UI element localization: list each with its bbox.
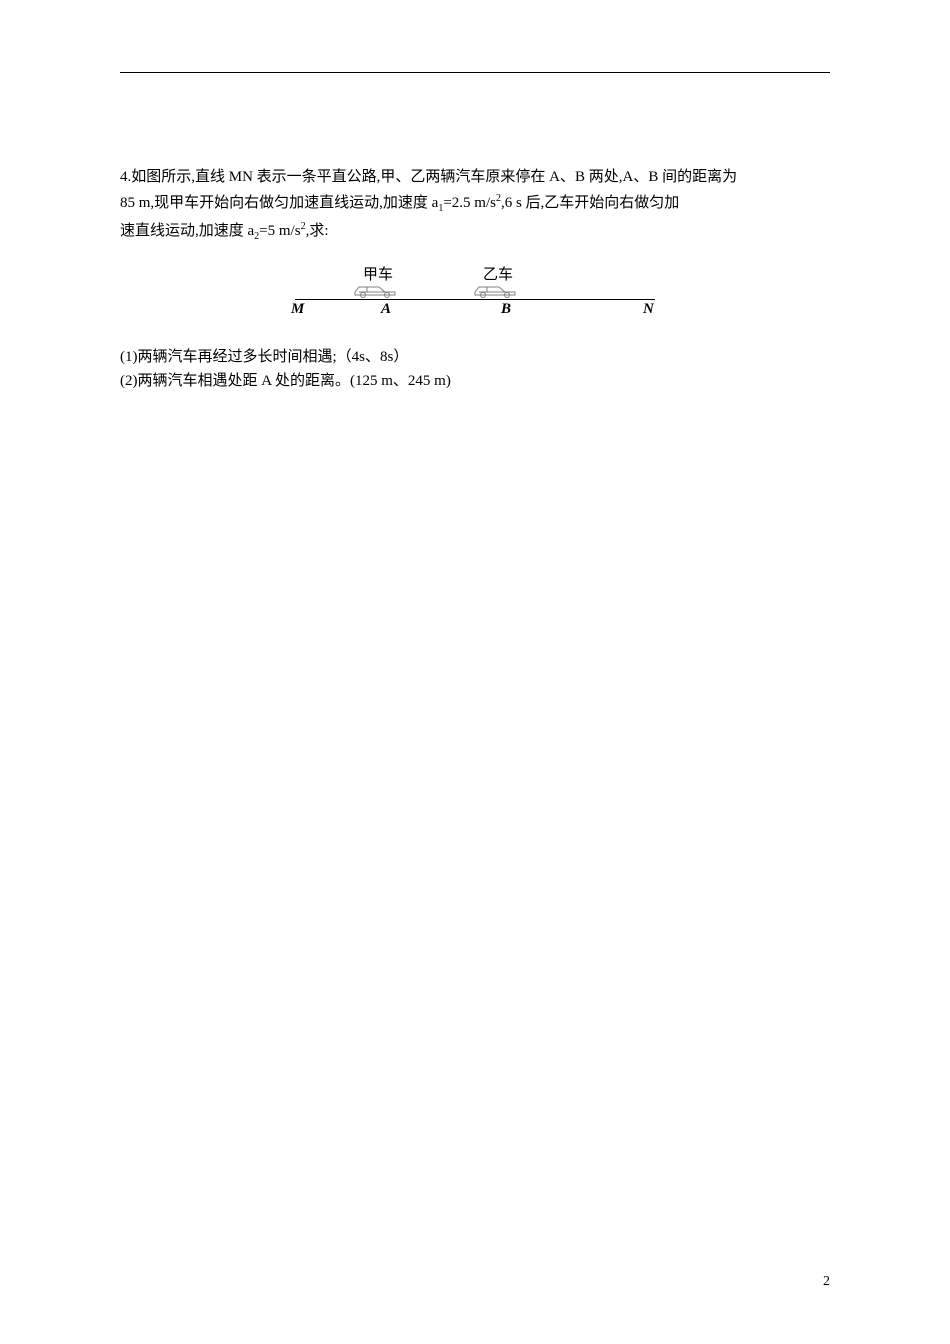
diagram-container: 甲车 乙车 [120,263,830,319]
road-diagram: 甲车 乙车 [295,263,655,319]
question-2: (2)两辆汽车相遇处距 A 处的距离。(125 m、245 m) [120,369,830,393]
question-1: (1)两辆汽车再经过多长时间相遇;（4s、8s） [120,345,830,369]
problem-line2-part1: 85 m,现甲车开始向右做匀加速直线运动,加速度 a [120,195,438,211]
problem-line1: 4.如图所示,直线 MN 表示一条平直公路,甲、乙两辆汽车原来停在 A、B 两处… [120,165,830,189]
problem-line3-part2: =5 m/s [259,223,300,239]
car2-label: 乙车 [483,263,513,284]
problem-line3: 速直线运动,加速度 a2=5 m/s2,求: [120,219,830,245]
problem-statement: 4.如图所示,直线 MN 表示一条平直公路,甲、乙两辆汽车原来停在 A、B 两处… [120,165,830,245]
point-n-label: N [643,301,654,318]
problem-line3-part1: 速直线运动,加速度 a [120,223,254,239]
problem-line3-part3: ,求: [306,223,329,239]
point-a-label: A [381,301,391,318]
questions-block: (1)两辆汽车再经过多长时间相遇;（4s、8s） (2)两辆汽车相遇处距 A 处… [120,345,830,393]
page-number: 2 [823,1274,830,1290]
point-b-label: B [501,301,511,318]
car2-icon [473,284,517,298]
car1-label: 甲车 [363,263,393,284]
road-line [295,299,655,300]
top-horizontal-rule [120,72,830,73]
car1-icon [353,284,397,298]
problem-line2: 85 m,现甲车开始向右做匀加速直线运动,加速度 a1=2.5 m/s2,6 s… [120,191,830,217]
problem-line2-part2: =2.5 m/s [443,195,496,211]
problem-line2-part3: ,6 s 后,乙车开始向右做匀加 [501,195,679,211]
point-m-label: M [291,301,304,318]
